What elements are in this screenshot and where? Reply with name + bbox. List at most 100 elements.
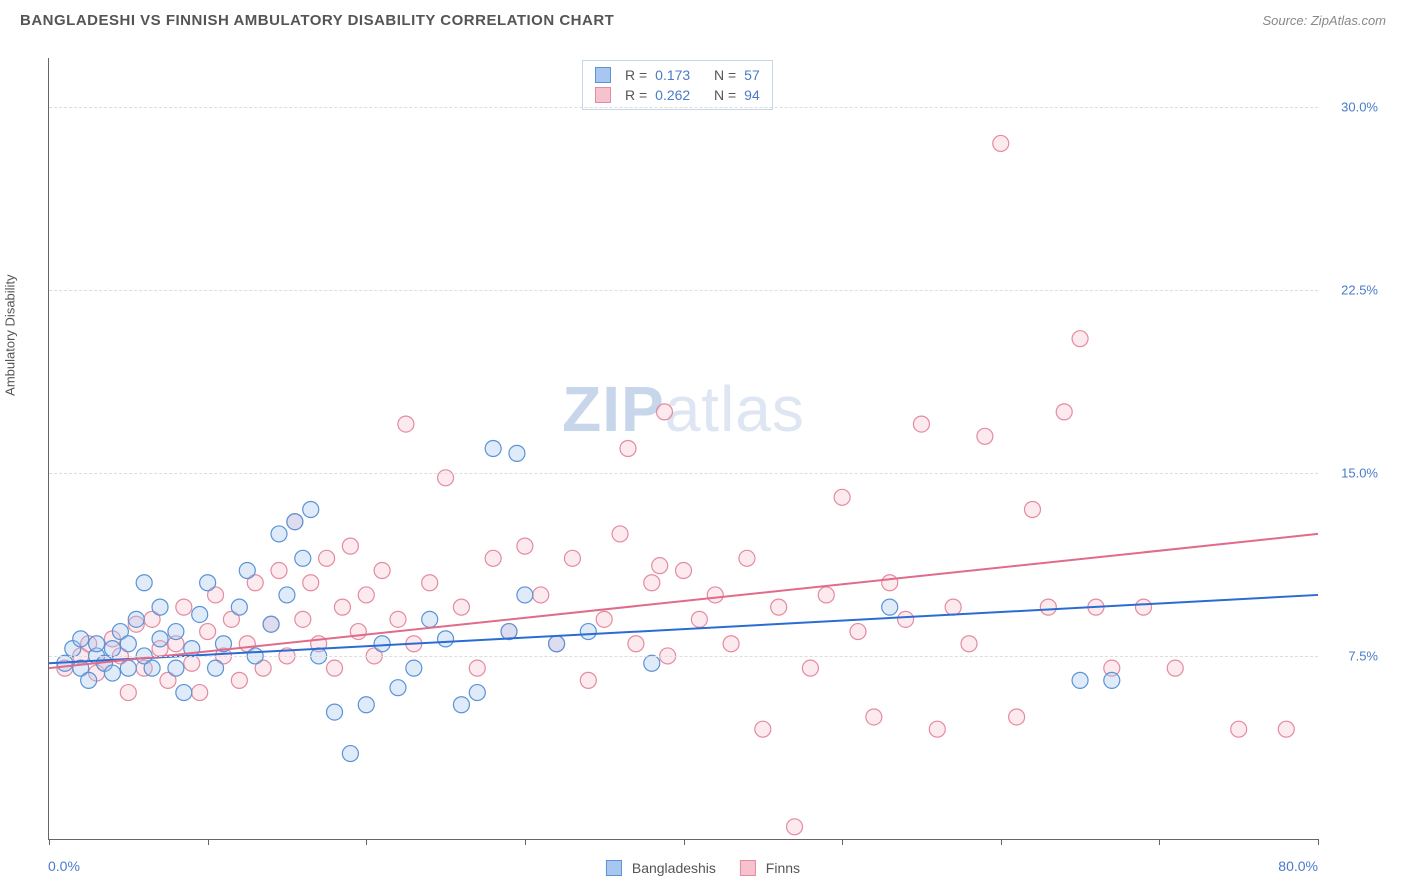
data-point	[469, 660, 485, 676]
y-tick-label: 15.0%	[1341, 465, 1378, 480]
data-point	[564, 550, 580, 566]
data-point	[644, 575, 660, 591]
x-tick	[842, 839, 843, 845]
gridline	[49, 473, 1318, 474]
data-point	[628, 636, 644, 652]
data-point	[644, 655, 660, 671]
data-point	[485, 550, 501, 566]
data-point	[1056, 404, 1072, 420]
x-max-label: 80.0%	[1278, 858, 1318, 874]
stat-r-label: R =	[625, 67, 647, 83]
data-point	[398, 416, 414, 432]
data-point	[866, 709, 882, 725]
x-min-label: 0.0%	[48, 858, 80, 874]
data-point	[81, 672, 97, 688]
data-point	[422, 575, 438, 591]
data-point	[327, 660, 343, 676]
data-point	[723, 636, 739, 652]
data-point	[652, 558, 668, 574]
stat-n-label: N =	[714, 67, 736, 83]
data-point	[231, 672, 247, 688]
bottom-legend: Bangladeshis Finns	[606, 860, 800, 876]
scatter-svg	[49, 58, 1318, 839]
data-point	[707, 587, 723, 603]
data-point	[263, 616, 279, 632]
data-point	[327, 704, 343, 720]
data-point	[120, 636, 136, 652]
x-tick	[1001, 839, 1002, 845]
data-point	[834, 489, 850, 505]
data-point	[350, 624, 366, 640]
data-point	[239, 563, 255, 579]
data-point	[120, 660, 136, 676]
data-point	[200, 575, 216, 591]
data-point	[1278, 721, 1294, 737]
data-point	[945, 599, 961, 615]
data-point	[374, 563, 390, 579]
data-point	[200, 624, 216, 640]
gridline	[49, 656, 1318, 657]
y-tick-label: 22.5%	[1341, 282, 1378, 297]
data-point	[656, 404, 672, 420]
data-point	[580, 672, 596, 688]
data-point	[929, 721, 945, 737]
legend-item: Finns	[740, 860, 800, 876]
data-point	[1024, 502, 1040, 518]
data-point	[549, 636, 565, 652]
data-point	[850, 624, 866, 640]
data-point	[358, 587, 374, 603]
swatch-icon	[740, 860, 756, 876]
data-point	[691, 611, 707, 627]
data-point	[453, 697, 469, 713]
y-tick-label: 30.0%	[1341, 99, 1378, 114]
data-point	[208, 660, 224, 676]
data-point	[303, 575, 319, 591]
data-point	[334, 599, 350, 615]
data-point	[184, 655, 200, 671]
data-point	[1167, 660, 1183, 676]
data-point	[104, 665, 120, 681]
x-tick	[366, 839, 367, 845]
data-point	[755, 721, 771, 737]
data-point	[422, 611, 438, 627]
data-point	[1136, 599, 1152, 615]
swatch-icon	[606, 860, 622, 876]
data-point	[580, 624, 596, 640]
data-point	[1072, 672, 1088, 688]
data-point	[882, 575, 898, 591]
data-point	[374, 636, 390, 652]
data-point	[1040, 599, 1056, 615]
data-point	[192, 606, 208, 622]
data-point	[89, 636, 105, 652]
data-point	[104, 641, 120, 657]
data-point	[453, 599, 469, 615]
data-point	[319, 550, 335, 566]
stat-r-value: 0.173	[655, 67, 690, 83]
data-point	[342, 538, 358, 554]
x-tick	[49, 839, 50, 845]
y-tick-label: 7.5%	[1348, 648, 1378, 663]
stat-n-label: N =	[714, 87, 736, 103]
data-point	[612, 526, 628, 542]
data-point	[128, 611, 144, 627]
data-point	[1104, 672, 1120, 688]
legend-label: Finns	[766, 860, 800, 876]
data-point	[1009, 709, 1025, 725]
chart-container: Ambulatory Disability ZIPatlas R = 0.173…	[48, 58, 1388, 840]
data-point	[152, 599, 168, 615]
x-tick	[684, 839, 685, 845]
data-point	[390, 611, 406, 627]
stats-legend-box: R = 0.173 N = 57 R = 0.262 N = 94	[582, 60, 773, 110]
data-point	[295, 550, 311, 566]
data-point	[501, 624, 517, 640]
stat-r-value: 0.262	[655, 87, 690, 103]
stats-row: R = 0.173 N = 57	[595, 65, 760, 85]
data-point	[303, 502, 319, 518]
data-point	[342, 746, 358, 762]
gridline	[49, 107, 1318, 108]
data-point	[787, 819, 803, 835]
data-point	[993, 135, 1009, 151]
chart-title: BANGLADESHI VS FINNISH AMBULATORY DISABI…	[20, 12, 614, 29]
data-point	[120, 685, 136, 701]
data-point	[485, 441, 501, 457]
